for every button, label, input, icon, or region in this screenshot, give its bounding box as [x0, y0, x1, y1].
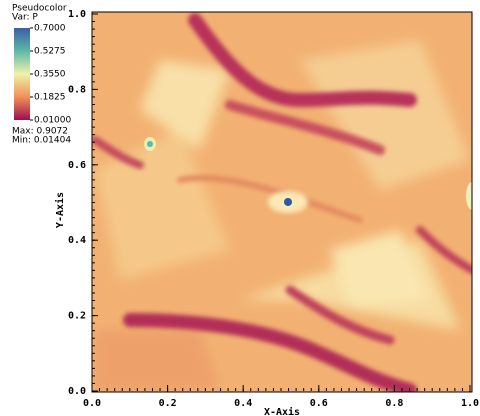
- legend-variable: Var: P: [12, 13, 38, 23]
- colorbar-tick-label: 0.5275: [34, 47, 66, 57]
- y-tick-label: 0.4: [68, 235, 86, 246]
- x-tick-label: 0.2: [159, 398, 177, 409]
- x-axis-label: X-Axis: [264, 406, 300, 416]
- x-tick-label: 1.0: [461, 398, 479, 409]
- x-tick-label: 0.0: [83, 398, 101, 409]
- y-tick-label: 0.6: [68, 160, 86, 171]
- y-tick-label: 1.0: [68, 9, 86, 20]
- legend-min: Min: 0.01404: [12, 136, 71, 146]
- field: [92, 12, 472, 392]
- x-tick-label: 0.4: [234, 398, 252, 409]
- x-tick-label: 0.6: [310, 398, 328, 409]
- colorbar: [14, 28, 30, 120]
- colorbar-tick-label: 0.7000: [34, 24, 66, 34]
- y-axis-label: Y-Axis: [54, 192, 66, 228]
- y-tick-label: 0.2: [68, 311, 86, 322]
- colorbar-tick-label: 0.01000: [34, 116, 71, 126]
- legend-max: Max: 0.9072: [12, 127, 68, 137]
- x-tick-label: 0.8: [385, 398, 403, 409]
- colorbar-tick-label: 0.1825: [34, 93, 66, 103]
- legend-title: Pseudocolor: [12, 4, 67, 14]
- colorbar-tick-label: 0.3550: [34, 70, 66, 80]
- y-tick-label: 0.8: [68, 84, 86, 95]
- y-tick-label: 0.0: [68, 386, 86, 397]
